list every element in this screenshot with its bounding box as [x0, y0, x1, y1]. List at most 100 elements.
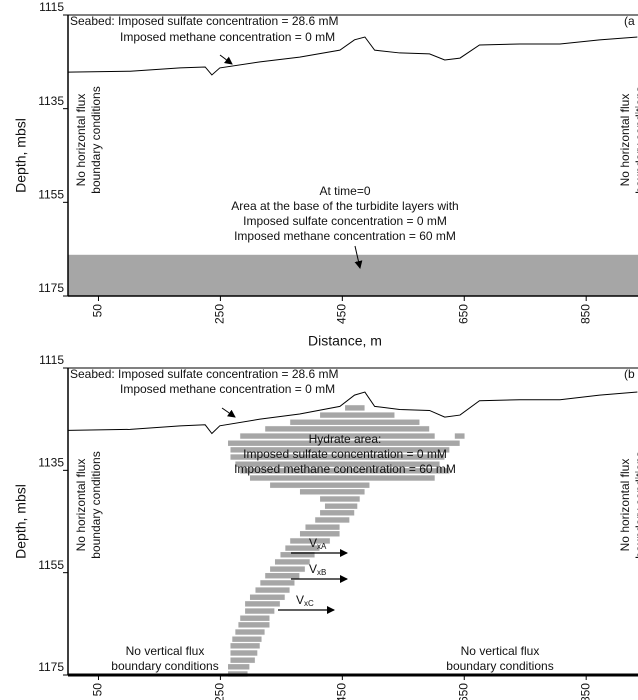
velocity-label: VxB	[309, 562, 326, 577]
hydrate-cell	[304, 523, 341, 531]
x-axis-title: Distance, m	[308, 333, 382, 349]
hydrate-cell	[279, 551, 316, 559]
y-tick-label: 1175	[38, 281, 64, 295]
y-tick-label: 1175	[38, 660, 64, 674]
velocity-main: V	[296, 593, 304, 607]
hydrate-cell	[259, 579, 296, 587]
hydrate-cell	[229, 656, 256, 664]
hydrate-cell	[249, 593, 286, 601]
annotation: At time=0	[319, 184, 370, 198]
x-tick-label: 50	[91, 683, 105, 697]
annotation: (a	[624, 14, 635, 28]
y-tick-label: 1135	[38, 456, 64, 470]
panel: 1115 1135 1155 1175 50 250 450 650 850 Distance, …	[13, 0, 638, 349]
annotation: No vertical flux	[461, 644, 540, 658]
annotation: Imposed methane concentration = 60 mM	[234, 462, 456, 476]
annotation: No horizontal flux	[618, 94, 632, 187]
hydrate-cell	[239, 614, 271, 622]
annotation: Imposed sulfate concentration = 0 mM	[243, 214, 447, 228]
seabed-line	[67, 391, 638, 435]
hydrate-cell	[319, 509, 355, 517]
x-tick-label: 850	[578, 304, 592, 324]
annotation: No horizontal flux	[74, 459, 88, 552]
hydrate-cell	[249, 474, 436, 482]
velocity-sub: xB	[317, 568, 326, 577]
y-tick-label: 1115	[39, 0, 64, 14]
panel: 111511351155117550250450650850Distance, …	[13, 353, 638, 700]
y-axis-title: Depth, mbsl	[13, 118, 29, 193]
annotation: No horizontal flux	[74, 94, 88, 187]
hydrate-cell	[269, 565, 306, 573]
hydrate-cell	[254, 586, 291, 594]
hydrate-cell	[227, 663, 250, 671]
annotation: boundary conditions	[446, 659, 553, 673]
annotation: Seabed: Imposed sulfate concentration = …	[70, 14, 339, 28]
hydrate-cell	[234, 460, 441, 468]
hydrate-cell	[319, 411, 396, 419]
hydrate-cell	[244, 607, 275, 615]
annotation: boundary conditions	[89, 451, 103, 558]
x-tick-label: 850	[578, 683, 592, 700]
y-tick-label: 1155	[38, 558, 64, 572]
hydrate-cell	[289, 537, 331, 545]
y-tick-label: 1115	[39, 353, 64, 367]
pointer-arrow	[221, 407, 236, 418]
annotation: No vertical flux	[126, 644, 205, 658]
hydrate-cell	[264, 572, 300, 580]
annotation: Imposed methane concentration = 0 mM	[120, 382, 335, 396]
velocity-sub: xA	[317, 542, 327, 551]
annotation: Seabed: Imposed sulfate concentration = …	[70, 367, 339, 381]
y-tick-label: 1155	[38, 188, 64, 202]
x-tick-label: 650	[456, 683, 470, 700]
annotation: Hydrate area:	[309, 432, 382, 446]
hydrate-cell	[314, 516, 350, 524]
x-tick-label: 250	[213, 304, 227, 324]
pointer-arrow	[219, 54, 233, 65]
x-tick-label: 650	[456, 304, 470, 324]
annotation: Area at the base of the turbidite layers…	[231, 199, 458, 213]
y-axis-title: Depth, mbsl	[13, 484, 29, 559]
hydrate-cell	[234, 628, 266, 636]
annotation: boundary conditions	[111, 659, 218, 673]
hydrate-cell	[239, 467, 450, 475]
hydrate-cell	[284, 544, 321, 552]
x-tick-label: 450	[335, 304, 349, 324]
velocity-main: V	[309, 536, 317, 550]
hydrate-cell	[289, 418, 421, 426]
hydrate-cell	[239, 432, 436, 440]
annotation: boundary conditions	[633, 451, 638, 558]
annotation: Imposed methane concentration = 0 mM	[120, 30, 335, 44]
hydrate-cell	[264, 425, 430, 433]
source-layer	[68, 254, 638, 296]
hydrate-cell	[324, 502, 358, 510]
hydrate-cell	[454, 432, 466, 440]
x-tick-label: 450	[335, 683, 349, 700]
hydrate-cell	[229, 642, 261, 650]
hydrate-cell	[344, 404, 366, 412]
y-tick-label: 1135	[38, 94, 64, 108]
velocity-label: VxA	[309, 536, 327, 551]
hydrate-cell	[227, 439, 461, 447]
hydrate-cell	[299, 488, 366, 496]
hydrate-cell	[229, 446, 450, 454]
pointer-arrow	[354, 245, 363, 269]
velocity-main: V	[309, 562, 317, 576]
hydrate-cell	[299, 530, 341, 538]
annotation: No horizontal flux	[618, 459, 632, 552]
seabed-line	[67, 36, 638, 76]
velocity-sub: xC	[304, 599, 314, 608]
hydrate-cell	[229, 453, 446, 461]
annotation: (b	[624, 367, 635, 381]
hydrate-cell	[237, 621, 271, 629]
hydrate-cell	[269, 481, 371, 489]
annotation: Imposed methane concentration = 60 mM	[234, 229, 456, 243]
hydrate-cell	[319, 495, 361, 503]
x-tick-label: 250	[213, 683, 227, 700]
hydrate-cell	[229, 649, 258, 657]
annotation: boundary conditions	[633, 86, 638, 193]
hydrate-cell	[274, 558, 311, 566]
hydrate-cell	[244, 600, 281, 608]
x-tick-label: 50	[91, 304, 105, 318]
annotation: Imposed sulfate concentration = 0 mM	[243, 447, 447, 461]
